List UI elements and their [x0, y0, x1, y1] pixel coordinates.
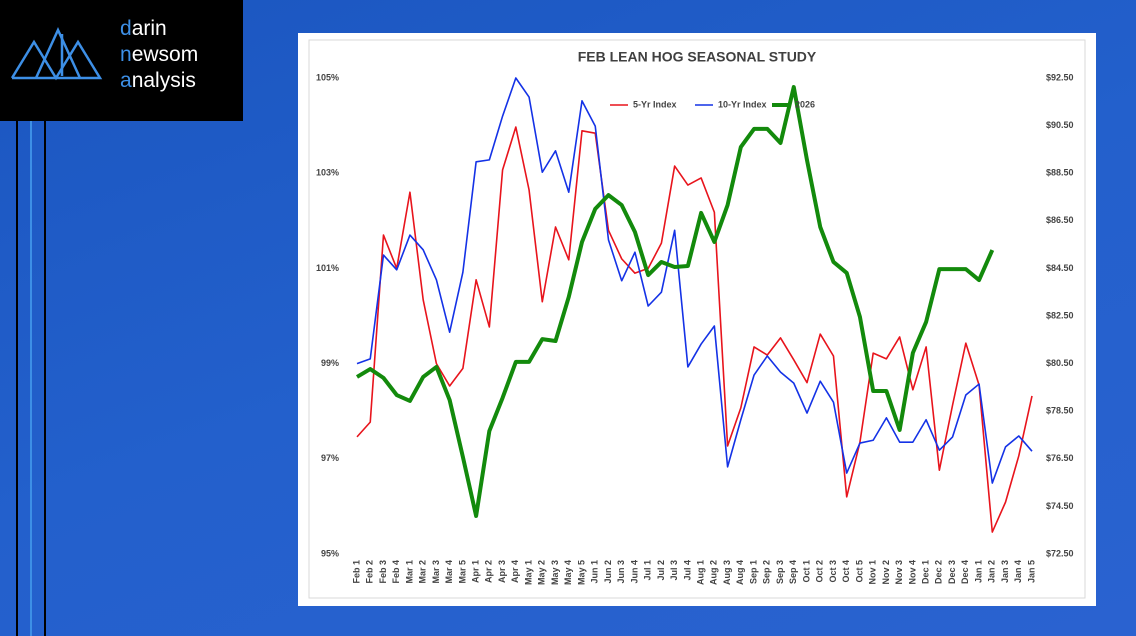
x-tick-label: Jun 2: [603, 560, 613, 584]
decor-lines: [16, 121, 46, 636]
x-tick-label: Oct 5: [854, 560, 864, 583]
x-tick-label: Oct 2: [815, 560, 825, 583]
chart: FEB LEAN HOG SEASONAL STUDY 95% 97% 99% 101…: [298, 33, 1096, 606]
x-tick-label: May 4: [563, 560, 573, 585]
x-tick-label: Sep 2: [762, 560, 772, 584]
y2-tick-label: $88.50: [1046, 168, 1074, 178]
y-tick-label: 103%: [316, 168, 339, 178]
legend-label: 2026: [795, 99, 815, 109]
y2-tick-label: $78.50: [1046, 406, 1074, 416]
x-tick-label: Jan 4: [1013, 560, 1023, 583]
x-tick-label: Jan 2: [987, 560, 997, 583]
series-line: [356, 77, 1033, 484]
x-tick-label: Nov 3: [894, 560, 904, 585]
x-tick-label: Nov 4: [907, 560, 917, 585]
x-tick-label: Jun 4: [629, 560, 639, 584]
x-tick-label: Nov 2: [881, 560, 891, 585]
x-tick-label: Dec 4: [960, 560, 970, 584]
logo-word: darin: [120, 17, 167, 40]
y2-tick-label: $74.50: [1046, 501, 1074, 511]
x-tick-label: Feb 3: [378, 560, 388, 584]
chart-border: [308, 39, 1086, 599]
x-tick-label: May 3: [550, 560, 560, 585]
chart-title: FEB LEAN HOG SEASONAL STUDY: [578, 49, 817, 65]
x-tick-label: May 5: [576, 560, 586, 585]
series-line: [355, 85, 995, 518]
x-tick-label: Aug 4: [735, 560, 745, 585]
x-tick-label: Feb 1: [351, 560, 361, 584]
x-tick-label: Jan 3: [1000, 560, 1010, 583]
x-tick-label: Mar 2: [418, 560, 428, 584]
x-tick-label: Oct 4: [841, 560, 851, 583]
x-tick-label: Apr 3: [497, 560, 507, 583]
x-tick-label: Dec 3: [947, 560, 957, 584]
x-tick-label: Jul 4: [682, 560, 692, 581]
y2-tick-label: $76.50: [1046, 453, 1074, 463]
x-tick-label: Oct 1: [801, 560, 811, 583]
x-tick-label: Nov 1: [868, 560, 878, 585]
x-tick-label: Aug 2: [709, 560, 719, 585]
y-tick-label: 101%: [316, 263, 339, 273]
x-tick-label: Feb 2: [365, 560, 375, 584]
x-tick-label: May 2: [537, 560, 547, 585]
x-tick-label: Mar 3: [431, 560, 441, 584]
x-tick-label: Jun 1: [590, 560, 600, 584]
logo: darin newsom analysis: [0, 0, 243, 121]
x-tick-label: Sep 4: [788, 560, 798, 584]
x-tick-label: Oct 3: [828, 560, 838, 583]
legend-label: 5-Yr Index: [633, 99, 677, 109]
chart-background: [298, 33, 1096, 606]
y-tick-label: 95%: [321, 548, 339, 558]
y2-tick-label: $90.50: [1046, 120, 1074, 130]
y-tick-label: 97%: [321, 453, 339, 463]
x-tick-label: Apr 4: [510, 560, 520, 583]
x-tick-label: Feb 4: [391, 560, 401, 584]
x-tick-label: Mar 4: [444, 560, 454, 584]
logo-word: analysis: [120, 69, 196, 92]
series-line: [356, 126, 1033, 533]
x-tick-label: May 1: [523, 560, 533, 585]
x-tick-label: Mar 1: [404, 560, 414, 584]
y2-tick-label: $82.50: [1046, 310, 1074, 320]
y2-tick-label: $84.50: [1046, 263, 1074, 273]
x-tick-label: Jul 2: [656, 560, 666, 581]
x-tick-label: Apr 2: [484, 560, 494, 583]
legend-label: 10-Yr Index: [718, 99, 767, 109]
x-tick-label: Dec 2: [934, 560, 944, 584]
x-tick-label: Aug 1: [695, 560, 705, 585]
y2-tick-label: $80.50: [1046, 358, 1074, 368]
y2-tick-label: $72.50: [1046, 548, 1074, 558]
logo-word: newsom: [120, 43, 199, 66]
x-tick-label: Jan 5: [1026, 560, 1036, 583]
x-tick-label: Jul 1: [643, 560, 653, 581]
y2-tick-label: $92.50: [1046, 72, 1074, 82]
y-tick-label: 99%: [321, 358, 339, 368]
y2-tick-label: $86.50: [1046, 215, 1074, 225]
x-tick-label: Sep 3: [775, 560, 785, 584]
logo-mark: [10, 26, 103, 81]
x-tick-label: Jan 1: [973, 560, 983, 583]
y-tick-label: 105%: [316, 72, 339, 82]
x-tick-label: Aug 3: [722, 560, 732, 585]
x-tick-label: Dec 1: [920, 560, 930, 584]
x-tick-label: Apr 1: [470, 560, 480, 583]
x-tick-label: Sep 1: [748, 560, 758, 584]
x-tick-label: Jun 3: [616, 560, 626, 584]
x-tick-label: Jul 3: [669, 560, 679, 581]
x-tick-label: Mar 5: [457, 560, 467, 584]
